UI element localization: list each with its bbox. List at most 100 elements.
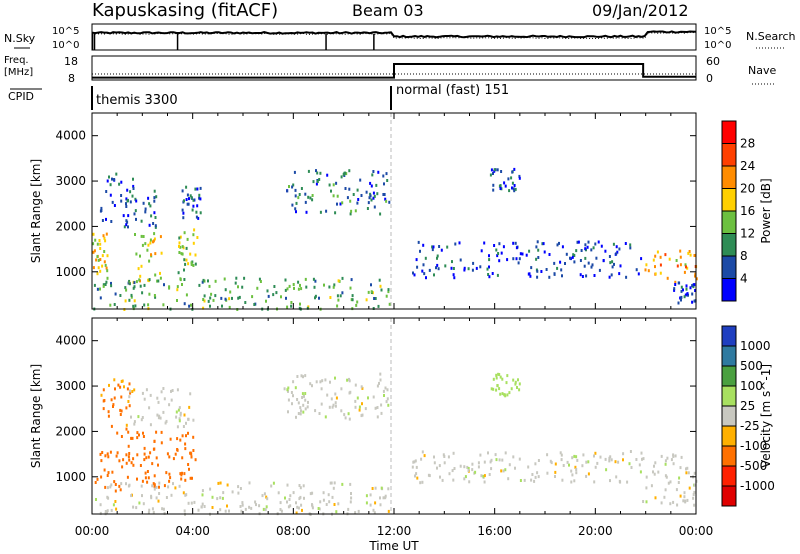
- power-cell: [153, 196, 156, 200]
- velocity-cell: [279, 501, 282, 505]
- velocity-cell: [128, 382, 131, 386]
- velocity-cell: [303, 496, 305, 500]
- power-cell: [183, 231, 186, 235]
- velocity-cell: [533, 479, 536, 483]
- velocity-cell: [172, 482, 174, 486]
- power-cell: [196, 187, 199, 191]
- power-cell: [223, 277, 226, 281]
- velocity-cell: [319, 380, 322, 384]
- power-cell: [201, 280, 204, 284]
- velocity-cell: [133, 388, 136, 392]
- power-cell: [344, 187, 347, 190]
- power-cell: [132, 304, 135, 308]
- power-cell: [150, 214, 153, 218]
- power-cell: [492, 183, 495, 187]
- velocity-cell: [153, 447, 156, 451]
- power-cell: [199, 197, 202, 201]
- velocity-cell: [349, 482, 352, 486]
- power-cell: [299, 302, 301, 306]
- power-cell: [99, 247, 102, 250]
- power-colorbar: 4 8 12 16 20 24 28: [721, 120, 755, 302]
- velocity-cell: [99, 503, 102, 507]
- velocity-cell: [300, 503, 303, 507]
- power-cell: [304, 277, 307, 281]
- velocity-cell: [297, 506, 300, 510]
- power-cell: [132, 286, 135, 290]
- power-cell: [693, 299, 696, 303]
- nave-tick-high: 60: [706, 55, 720, 68]
- velocity-cell: [501, 392, 504, 396]
- power-cell: [315, 169, 317, 173]
- power-cell: [350, 278, 353, 282]
- power-cell: [502, 245, 505, 249]
- velocity-cell: [635, 458, 638, 461]
- power-cell: [96, 287, 99, 291]
- velocity-cell: [380, 411, 383, 415]
- power-cell: [431, 245, 434, 249]
- velocity-cell: [113, 396, 116, 400]
- velocity-cell: [325, 503, 328, 506]
- velocity-cell: [376, 384, 379, 388]
- velocity-cell: [165, 471, 168, 475]
- power-cell: [488, 265, 490, 269]
- power-cell: [319, 210, 322, 214]
- power-cell: [224, 297, 227, 301]
- cpid-label: CPID: [8, 90, 34, 103]
- power-cell: [357, 198, 360, 201]
- power-cell: [290, 304, 293, 308]
- velocity-cell: [100, 459, 103, 463]
- velocity-cell: [372, 508, 375, 512]
- velocity-colorbar-frame: [721, 325, 737, 507]
- velocity-cell: [187, 501, 190, 505]
- velocity-cell: [287, 398, 290, 402]
- velocity-cell: [495, 458, 498, 462]
- power-cell: [488, 275, 491, 279]
- power-cell: [490, 168, 493, 172]
- power-cell: [212, 298, 215, 302]
- velocity-cell: [331, 495, 334, 499]
- velocity-cell: [678, 476, 681, 480]
- velocity-cell: [500, 469, 503, 473]
- power-cell: [300, 287, 303, 291]
- velocity-cell: [286, 388, 289, 392]
- velocity-colorbar-segment: [722, 466, 736, 487]
- power-cell: [348, 169, 351, 173]
- power-cell: [383, 193, 386, 196]
- power-panel: 1000 2000 3000 4000: [55, 112, 698, 311]
- velocity-cell: [120, 482, 123, 486]
- velocity-cell: [142, 431, 144, 435]
- velocity-cell: [301, 396, 304, 399]
- velocity-cell: [560, 453, 563, 457]
- power-cell: [133, 299, 136, 303]
- velocity-cell: [439, 475, 441, 479]
- power-cell: [221, 304, 223, 308]
- power-cell: [178, 241, 181, 245]
- power-cell: [664, 253, 667, 257]
- power-cell: [96, 272, 99, 276]
- velocity-cell: [348, 391, 351, 395]
- velocity-cell: [537, 459, 540, 462]
- velocity-cell: [679, 466, 682, 470]
- velocity-cell: [112, 503, 115, 507]
- power-cell: [203, 294, 206, 298]
- velocity-cell: [158, 414, 161, 418]
- velocity-ytick-label: 1000: [55, 470, 86, 484]
- velocity-cell: [165, 496, 168, 499]
- velocity-cell: [453, 467, 456, 470]
- velocity-cell: [153, 487, 156, 491]
- power-cell: [267, 294, 270, 298]
- power-cell: [318, 178, 321, 181]
- velocity-cell: [300, 374, 303, 378]
- power-cell: [209, 304, 211, 308]
- velocity-cell: [96, 477, 99, 481]
- velocity-cell: [155, 430, 158, 434]
- velocity-cell: [184, 478, 187, 482]
- power-cell: [506, 258, 509, 262]
- velocity-cell: [329, 380, 331, 384]
- velocity-cell: [376, 406, 379, 409]
- velocity-cell: [645, 486, 648, 490]
- power-cell: [354, 209, 357, 213]
- power-cell: [540, 270, 543, 273]
- power-cell: [512, 241, 515, 245]
- velocity-cell: [490, 467, 493, 471]
